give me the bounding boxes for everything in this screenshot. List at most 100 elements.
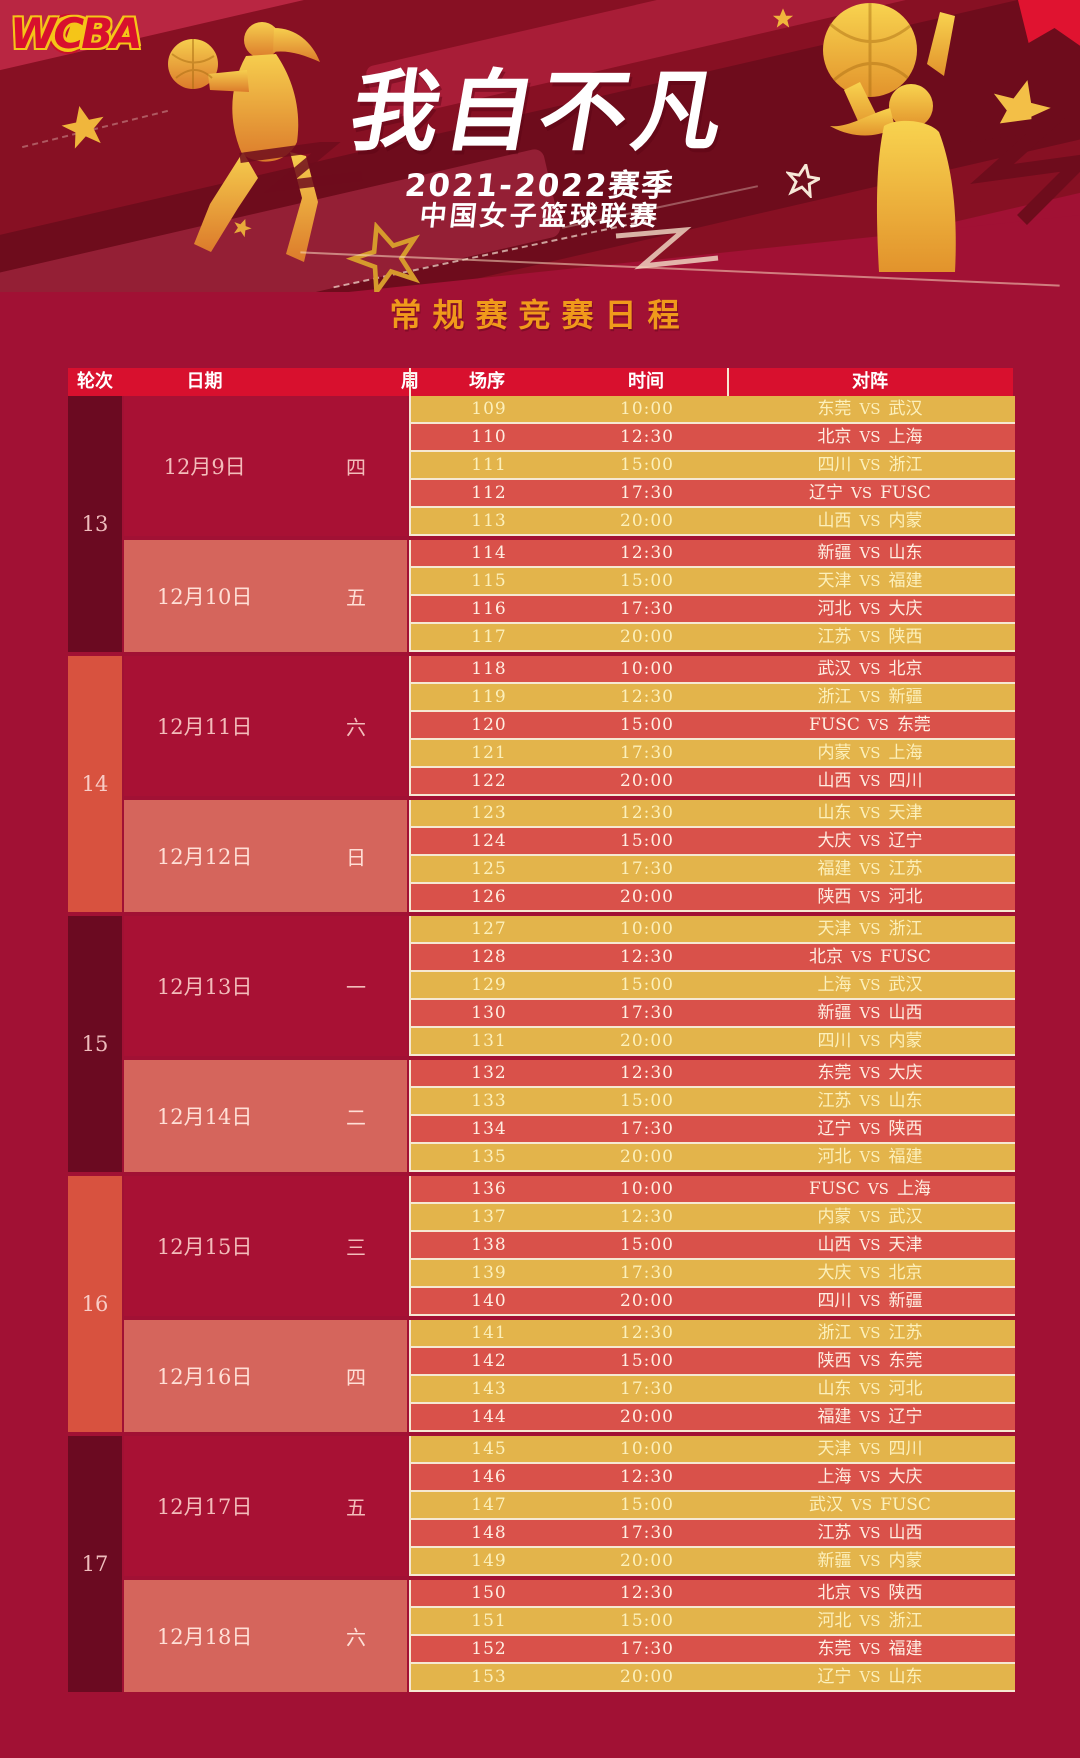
vs-label: VS bbox=[859, 456, 881, 474]
date-cell: 12月10日 五 bbox=[124, 540, 407, 652]
game-number: 121 bbox=[471, 743, 507, 763]
game-matchup: 新疆 VS 山东 bbox=[727, 540, 1013, 566]
home-team: 山西 bbox=[817, 511, 852, 531]
home-team: 上海 bbox=[817, 1467, 852, 1487]
home-team: 新疆 bbox=[817, 1551, 852, 1571]
away-team: 北京 bbox=[888, 1263, 923, 1283]
home-team: 东莞 bbox=[817, 399, 852, 419]
home-team: 辽宁 bbox=[817, 1119, 852, 1139]
away-team: 武汉 bbox=[888, 975, 923, 995]
game-time: 17:30 bbox=[620, 1263, 674, 1283]
game-matchup: 北京 VS 陕西 bbox=[727, 1580, 1013, 1606]
date-cell: 12月12日 日 bbox=[124, 800, 407, 912]
game-matchup: 东莞 VS 武汉 bbox=[727, 396, 1013, 422]
home-team: 江苏 bbox=[817, 627, 852, 647]
schedule-row: 110 12:30 北京 VS 上海 bbox=[409, 424, 1015, 452]
away-team: 福建 bbox=[888, 1639, 923, 1659]
game-time: 12:30 bbox=[620, 427, 674, 447]
game-matchup: 江苏 VS 陕西 bbox=[727, 624, 1013, 650]
home-team: 新疆 bbox=[817, 543, 852, 563]
game-matchup: 陕西 VS 河北 bbox=[727, 884, 1013, 910]
home-team: 浙江 bbox=[817, 1323, 852, 1343]
away-team: 四川 bbox=[888, 771, 923, 791]
home-team: 陕西 bbox=[817, 887, 852, 907]
away-team: 武汉 bbox=[888, 1207, 923, 1227]
lightning-icon bbox=[957, 118, 1080, 225]
vs-label: VS bbox=[859, 1352, 881, 1370]
game-time: 12:30 bbox=[620, 543, 674, 563]
vs-label: VS bbox=[859, 976, 881, 994]
game-matchup: 新疆 VS 山西 bbox=[727, 1000, 1013, 1026]
game-matchup: 东莞 VS 福建 bbox=[727, 1636, 1013, 1662]
schedule-row: 153 20:00 辽宁 VS 山东 bbox=[409, 1664, 1015, 1692]
lightning-icon bbox=[615, 226, 719, 270]
game-matchup: 四川 VS 浙江 bbox=[727, 452, 1013, 478]
game-time: 20:00 bbox=[620, 1667, 674, 1687]
game-time: 20:00 bbox=[620, 1291, 674, 1311]
wcba-logo-text: WCBA bbox=[10, 9, 143, 58]
game-time: 12:30 bbox=[620, 803, 674, 823]
schedule-row: 138 15:00 山西 VS 天津 bbox=[409, 1232, 1015, 1260]
game-time: 15:00 bbox=[620, 715, 674, 735]
star-outline-icon bbox=[345, 222, 421, 292]
game-matchup: 山西 VS 天津 bbox=[727, 1232, 1013, 1258]
game-number: 137 bbox=[471, 1207, 507, 1227]
round-cell: 15 bbox=[68, 916, 122, 1172]
schedule-row: 130 17:30 新疆 VS 山西 bbox=[409, 1000, 1015, 1028]
schedule-row: 151 15:00 河北 VS 浙江 bbox=[409, 1608, 1015, 1636]
away-team: 东莞 bbox=[888, 1351, 923, 1371]
vs-label: VS bbox=[859, 1408, 881, 1426]
shooting-player-illustration bbox=[823, 3, 956, 272]
game-matchup: 北京 VS 上海 bbox=[727, 424, 1013, 450]
date-cell: 12月9日 四 bbox=[124, 396, 407, 536]
date-label: 12月11日 bbox=[156, 715, 253, 739]
vs-label: VS bbox=[859, 1120, 881, 1138]
game-matchup: 辽宁 VS 山东 bbox=[727, 1664, 1013, 1690]
wcba-logo: WCBA bbox=[10, 6, 143, 66]
game-matchup: 陕西 VS 东莞 bbox=[727, 1348, 1013, 1374]
game-time: 15:00 bbox=[620, 1091, 674, 1111]
game-time: 17:30 bbox=[620, 743, 674, 763]
dribbling-player-illustration bbox=[168, 22, 320, 262]
schedule-row: 125 17:30 福建 VS 江苏 bbox=[409, 856, 1015, 884]
game-time: 10:00 bbox=[620, 1439, 674, 1459]
section-heading: 常规赛竞赛日程 bbox=[389, 296, 691, 334]
lightning-icon bbox=[239, 142, 363, 194]
away-team: FUSC bbox=[880, 947, 931, 967]
game-number: 132 bbox=[471, 1063, 507, 1083]
home-team: FUSC bbox=[809, 715, 860, 735]
game-number: 140 bbox=[471, 1291, 507, 1311]
game-time: 15:00 bbox=[620, 1611, 674, 1631]
away-team: 山东 bbox=[888, 1667, 923, 1687]
game-number: 114 bbox=[471, 543, 507, 563]
game-number: 136 bbox=[471, 1179, 507, 1199]
vs-label: VS bbox=[859, 512, 881, 530]
game-time: 12:30 bbox=[620, 1323, 674, 1343]
home-team: 江苏 bbox=[817, 1523, 852, 1543]
game-time: 20:00 bbox=[620, 1031, 674, 1051]
schedule-row: 144 20:00 福建 VS 辽宁 bbox=[409, 1404, 1015, 1432]
game-matchup: 天津 VS 浙江 bbox=[727, 916, 1013, 942]
game-time: 15:00 bbox=[620, 975, 674, 995]
header-game-no: 场序 bbox=[469, 371, 505, 392]
away-team: 河北 bbox=[888, 1379, 923, 1399]
header-time: 时间 bbox=[628, 371, 664, 392]
game-number: 134 bbox=[471, 1119, 507, 1139]
schedule-row: 128 12:30 北京 VS FUSC bbox=[409, 944, 1015, 972]
away-team: 陕西 bbox=[888, 627, 923, 647]
home-team: 福建 bbox=[817, 1407, 852, 1427]
home-team: 北京 bbox=[809, 947, 844, 967]
home-team: 武汉 bbox=[809, 1495, 844, 1515]
weekday-label: 五 bbox=[346, 1495, 367, 1520]
game-number: 139 bbox=[471, 1263, 507, 1283]
schedule-row: 141 12:30 浙江 VS 江苏 bbox=[409, 1320, 1015, 1348]
home-team: 辽宁 bbox=[817, 1667, 852, 1687]
game-matchup: 福建 VS 辽宁 bbox=[727, 1404, 1013, 1430]
vs-label: VS bbox=[859, 860, 881, 878]
schedule-row: 115 15:00 天津 VS 福建 bbox=[409, 568, 1015, 596]
vs-label: VS bbox=[859, 1208, 881, 1226]
vs-label: VS bbox=[859, 600, 881, 618]
game-time: 20:00 bbox=[620, 1147, 674, 1167]
away-team: 上海 bbox=[888, 743, 923, 763]
game-number: 118 bbox=[471, 659, 507, 679]
